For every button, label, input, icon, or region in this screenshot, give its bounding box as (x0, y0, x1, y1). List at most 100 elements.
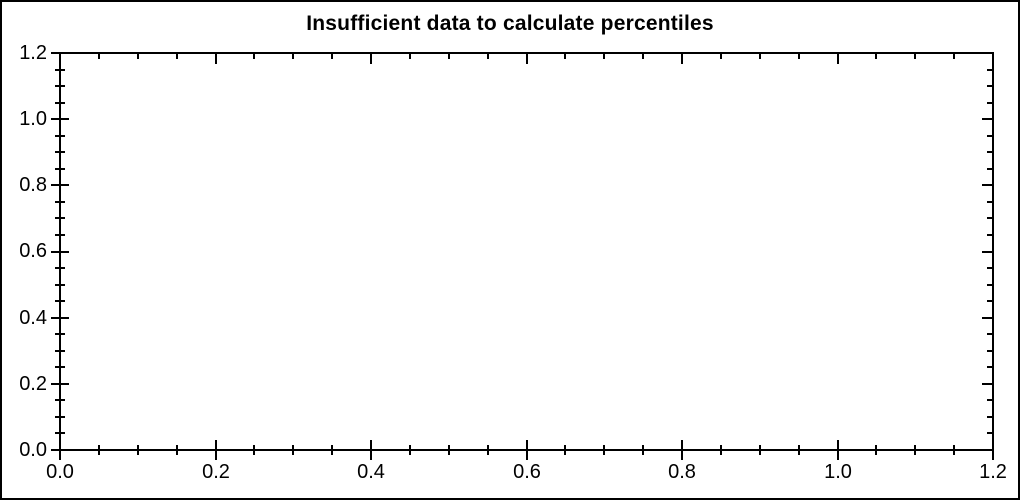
x-axis-top-minor-tick (603, 54, 605, 59)
y-axis-right-major-tick (982, 317, 992, 319)
y-axis-minor-tick (55, 85, 65, 87)
y-axis-minor-tick (55, 135, 65, 137)
x-axis-top-minor-tick (176, 54, 178, 59)
y-axis-right-minor-tick (987, 85, 992, 87)
plot-area (59, 52, 994, 451)
x-axis-tick-label: 0.4 (357, 461, 385, 483)
y-axis-right-minor-tick (987, 151, 992, 153)
x-axis-top-minor-tick (953, 54, 955, 59)
y-axis-major-tick (51, 251, 69, 253)
x-axis-minor-tick (448, 445, 450, 455)
x-axis-minor-tick (564, 445, 566, 455)
x-axis-top-minor-tick (448, 54, 450, 59)
x-axis-major-tick (681, 440, 683, 460)
y-axis-minor-tick (55, 201, 65, 203)
x-axis-minor-tick (487, 445, 489, 455)
x-axis-major-tick (526, 440, 528, 460)
y-axis-major-tick (51, 118, 69, 120)
y-axis-right-major-tick (982, 251, 992, 253)
y-axis-tick-label: 0.4 (19, 307, 47, 329)
chart-title: Insufficient data to calculate percentil… (306, 12, 714, 35)
y-axis-minor-tick (55, 168, 65, 170)
y-axis-right-minor-tick (987, 102, 992, 104)
y-axis-right-major-tick (982, 449, 992, 451)
y-axis-minor-tick (55, 300, 65, 302)
x-axis-minor-tick (176, 445, 178, 455)
x-axis-minor-tick (953, 445, 955, 455)
x-axis-minor-tick (798, 445, 800, 455)
y-axis-tick-label: 0.2 (19, 373, 47, 395)
y-axis-minor-tick (55, 284, 65, 286)
x-axis-top-minor-tick (720, 54, 722, 59)
x-axis-top-minor-tick (137, 54, 139, 59)
x-axis-top-major-tick (837, 54, 839, 64)
y-axis-minor-tick (55, 102, 65, 104)
y-axis-right-minor-tick (987, 168, 992, 170)
x-axis-minor-tick (720, 445, 722, 455)
y-axis-minor-tick (55, 416, 65, 418)
y-axis-minor-tick (55, 234, 65, 236)
y-axis-right-minor-tick (987, 234, 992, 236)
y-axis-tick-label: 1.0 (19, 108, 47, 130)
y-axis-right-major-tick (982, 184, 992, 186)
y-axis-minor-tick (55, 69, 65, 71)
y-axis-right-minor-tick (987, 416, 992, 418)
x-axis-top-minor-tick (798, 54, 800, 59)
y-axis-right-minor-tick (987, 366, 992, 368)
x-axis-top-minor-tick (875, 54, 877, 59)
x-axis-top-minor-tick (253, 54, 255, 59)
y-axis-right-major-tick (982, 118, 992, 120)
x-axis-top-major-tick (215, 54, 217, 64)
y-axis-right-minor-tick (987, 201, 992, 203)
x-axis-top-minor-tick (759, 54, 761, 59)
y-axis-tick-label: 0.8 (19, 174, 47, 196)
x-axis-minor-tick (98, 445, 100, 455)
x-axis-minor-tick (642, 445, 644, 455)
y-axis-right-minor-tick (987, 267, 992, 269)
x-axis-top-major-tick (59, 54, 61, 64)
x-axis-minor-tick (875, 445, 877, 455)
x-axis-tick-label: 0.0 (46, 461, 74, 483)
x-axis-minor-tick (914, 445, 916, 455)
y-axis-right-minor-tick (987, 350, 992, 352)
y-axis-minor-tick (55, 432, 65, 434)
y-axis-minor-tick (55, 217, 65, 219)
x-axis-tick-label: 1.2 (979, 461, 1007, 483)
x-axis-tick-label: 1.0 (824, 461, 852, 483)
x-axis-major-tick (215, 440, 217, 460)
x-axis-top-minor-tick (642, 54, 644, 59)
x-axis-top-minor-tick (331, 54, 333, 59)
y-axis-major-tick (51, 184, 69, 186)
y-axis-major-tick (51, 383, 69, 385)
y-axis-right-minor-tick (987, 217, 992, 219)
y-axis-tick-label: 1.2 (19, 42, 47, 64)
x-axis-tick-label: 0.8 (668, 461, 696, 483)
x-axis-top-major-tick (370, 54, 372, 64)
x-axis-top-major-tick (681, 54, 683, 64)
y-axis-major-tick (51, 52, 69, 54)
x-axis-minor-tick (409, 445, 411, 455)
y-axis-right-minor-tick (987, 432, 992, 434)
x-axis-top-minor-tick (487, 54, 489, 59)
x-axis-major-tick (837, 440, 839, 460)
x-axis-top-minor-tick (292, 54, 294, 59)
y-axis-right-minor-tick (987, 333, 992, 335)
x-axis-top-minor-tick (564, 54, 566, 59)
x-axis-minor-tick (292, 445, 294, 455)
y-axis-tick-label: 0.6 (19, 240, 47, 262)
y-axis-minor-tick (55, 151, 65, 153)
y-axis-right-minor-tick (987, 69, 992, 71)
y-axis-right-major-tick (982, 383, 992, 385)
x-axis-minor-tick (253, 445, 255, 455)
y-axis-major-tick (51, 317, 69, 319)
x-axis-major-tick (992, 440, 994, 460)
x-axis-tick-label: 0.6 (513, 461, 541, 483)
x-axis-top-minor-tick (914, 54, 916, 59)
y-axis-right-minor-tick (987, 300, 992, 302)
y-axis-minor-tick (55, 267, 65, 269)
x-axis-top-major-tick (526, 54, 528, 64)
x-axis-minor-tick (759, 445, 761, 455)
x-axis-minor-tick (331, 445, 333, 455)
y-axis-minor-tick (55, 333, 65, 335)
